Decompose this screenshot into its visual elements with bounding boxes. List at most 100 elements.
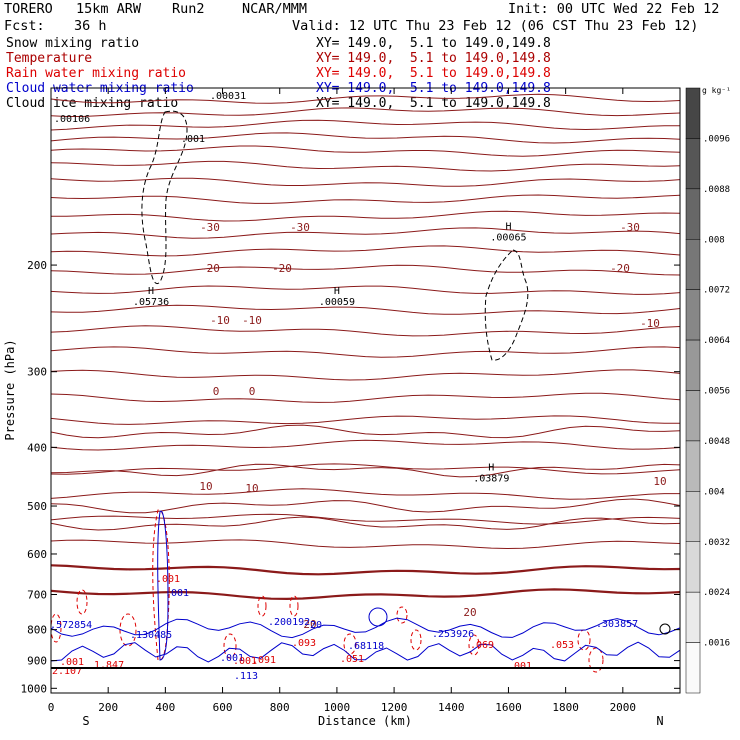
cloud-water-label: .253926 — [432, 629, 474, 640]
x-tick-label: 1400 — [438, 701, 465, 714]
isotherm-label: -20 — [200, 262, 220, 275]
snow-label: .00031 — [210, 91, 246, 102]
isotherm-line — [50, 325, 681, 337]
colorbar-tick-label: .0024 — [703, 588, 730, 598]
isotherm-line — [50, 346, 681, 358]
isotherm-label: 10 — [245, 482, 258, 495]
valid-time: Valid: 12 UTC Thu 23 Feb 12 (06 CST Thu … — [292, 18, 699, 34]
x-tick-label: 1200 — [381, 701, 408, 714]
snow-max-marker: H — [488, 462, 494, 473]
center-label: NCAR/MMM — [242, 1, 308, 17]
x-tick-label: 0 — [48, 701, 55, 714]
isotherm-line — [50, 392, 681, 403]
x-tick-label: 1600 — [495, 701, 522, 714]
colorbar-tick-label: .0032 — [703, 538, 730, 548]
rain-contour — [289, 595, 299, 617]
isotherm-label: 20 — [463, 606, 476, 619]
isotherm-line — [50, 439, 681, 451]
isotherm-label: -10 — [210, 314, 230, 327]
cloud-water-contour — [368, 607, 388, 627]
x-tick-label: 1000 — [324, 701, 351, 714]
rain-contour — [257, 595, 267, 617]
legend-field-section: XY= 149.0, 5.1 to 149.0,149.8 — [316, 36, 551, 51]
right-end-label: N — [656, 714, 663, 728]
colorbar-swatch — [685, 339, 701, 391]
isotherm-line — [50, 588, 681, 601]
cloud-water-contour — [50, 641, 681, 663]
x-tick-label: 800 — [270, 701, 290, 714]
isotherm-line — [50, 498, 681, 514]
forecast-label: Fcst: — [4, 18, 45, 34]
isotherm-label: -10 — [242, 314, 262, 327]
x-tick-label: 2000 — [610, 701, 637, 714]
y-tick-label: 300 — [27, 366, 47, 379]
y-tick-label: 900 — [27, 655, 47, 668]
legend-field-section: XY= 149.0, 5.1 to 149.0,149.8 — [316, 66, 551, 81]
rain-label: .093 — [292, 638, 316, 649]
rain-label: .001 — [508, 661, 532, 672]
colorbar-swatch — [685, 541, 701, 593]
cloud-water-contour — [659, 623, 671, 635]
isotherm-line — [50, 424, 681, 439]
rain-contour — [396, 606, 408, 624]
legend-field-section: XY= 149.0, 5.1 to 149.0,149.8 — [316, 96, 551, 111]
cloud-water-label: 20 — [310, 620, 322, 631]
colorbar-tick-label: .0072 — [703, 286, 730, 296]
isotherm-line — [50, 132, 681, 144]
y-axis-label: Pressure (hPa) — [3, 339, 17, 440]
colorbar-tick-label: .004 — [703, 487, 725, 497]
snow-contour — [141, 110, 188, 285]
rain-label: 2.107 — [52, 666, 82, 677]
isotherm-line — [50, 488, 680, 500]
cloud-water-label: .001 — [220, 653, 244, 664]
colorbar-tick-label: .008 — [703, 235, 725, 245]
forecast-value: 36 h — [74, 18, 107, 34]
colorbar-tick-label: .0088 — [703, 185, 730, 195]
rain-label: .001 — [233, 656, 257, 667]
x-tick-label: 200 — [98, 701, 118, 714]
snow-max-marker: H — [505, 221, 511, 232]
model-resolution: 15km ARW — [76, 1, 142, 17]
run-label: Run2 — [172, 1, 205, 17]
isotherm-line — [50, 107, 681, 117]
cloud-water-label: .130485 — [130, 630, 172, 641]
isotherm-line — [50, 160, 681, 172]
y-tick-label: 600 — [27, 548, 47, 561]
snow-max-label: .00065 — [490, 232, 526, 243]
rain-contour — [343, 633, 357, 655]
rain-contour — [76, 589, 88, 615]
colorbar-tick-label: .0048 — [703, 437, 730, 447]
snow-max-marker: H — [148, 286, 154, 297]
isotherm-line — [50, 93, 681, 104]
isotherm-line — [50, 463, 681, 478]
isotherm-line — [50, 369, 681, 381]
legend-field-name: Rain water mixing ratio — [6, 66, 187, 81]
colorbar-unit: g kg⁻¹ — [702, 86, 731, 95]
x-tick-label: 400 — [155, 701, 175, 714]
colorbar-tick-label: .0016 — [703, 639, 730, 649]
cloud-water-label: .113 — [234, 671, 258, 682]
plot-frame — [50, 87, 681, 694]
cloud-water-label: .572854 — [50, 620, 92, 631]
colorbar-tick-label: .0056 — [703, 387, 730, 397]
legend-field-section: XY= 149.0, 5.1 to 149.0,149.8 — [316, 51, 551, 66]
isotherm-label: -20 — [610, 262, 630, 275]
colorbar-swatch — [685, 390, 701, 442]
snow-contour — [484, 249, 529, 361]
cloud-water-label: .200192 — [268, 617, 310, 628]
isotherm-label: -30 — [200, 221, 220, 234]
isotherm-line — [50, 119, 680, 131]
model-name: TORERO — [4, 1, 53, 17]
snow-max-label: .05736 — [133, 297, 169, 308]
isotherm-line — [50, 415, 681, 425]
cloud-water-label: .68118 — [348, 641, 384, 652]
colorbar-swatch — [685, 87, 701, 139]
y-tick-label: 800 — [27, 624, 47, 637]
snow-max-label: .00059 — [319, 297, 355, 308]
init-time: Init: 00 UTC Wed 22 Feb 12 — [508, 1, 720, 17]
rain-contour — [119, 613, 137, 647]
snow-label: .001 — [181, 134, 205, 145]
isotherm-line — [50, 194, 681, 204]
colorbar-swatch — [685, 642, 701, 694]
